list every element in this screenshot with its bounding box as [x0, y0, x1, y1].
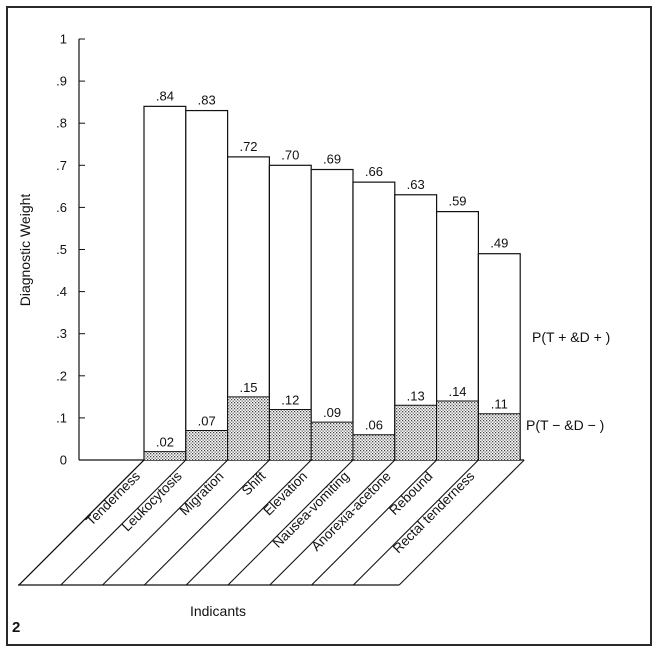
- y-tick-label: .7: [56, 158, 67, 173]
- legend-negative: P(T − &D − ): [526, 417, 604, 433]
- data-label-negative: .02: [156, 435, 174, 450]
- y-tick-label: .3: [56, 326, 67, 341]
- floor-divider: [18, 459, 145, 586]
- category-label: Rectal tenderness: [390, 468, 478, 556]
- data-labels-group: .84 .02 .83 .07 .72 .15 .70 .12 .69 .09 .66 .06 .63.…: [156, 88, 508, 449]
- floor-divider: [353, 459, 479, 586]
- y-axis: 0 .1 .2 .3 .4 .5 .6 .7 .8 .9 1: [56, 32, 85, 468]
- y-tick-label: 0: [60, 453, 67, 468]
- data-label-positive: .66: [365, 164, 383, 179]
- category-label: Nausea-vomiting: [270, 469, 352, 551]
- y-axis-title: Diagnostic Weight: [17, 194, 33, 307]
- data-label-negative: .09: [323, 405, 341, 420]
- data-label-negative: .15: [239, 380, 257, 395]
- bar-negative: [479, 413, 520, 460]
- data-label-negative: .13: [407, 388, 425, 403]
- floor-divider: [311, 459, 437, 586]
- data-label-positive: .59: [448, 194, 466, 209]
- data-label-negative: .12: [281, 392, 299, 407]
- bar-negative: [353, 434, 394, 460]
- data-label-negative: .11: [491, 397, 508, 412]
- y-tick-label: .8: [56, 116, 67, 131]
- bar-negative: [270, 409, 311, 460]
- floor-divider: [227, 459, 354, 586]
- floor-divider: [60, 459, 187, 586]
- y-tick-label: .6: [56, 200, 67, 215]
- y-tick-label: .9: [56, 74, 67, 89]
- data-label-positive: .63: [407, 177, 425, 192]
- data-label-positive: .69: [323, 152, 341, 167]
- y-tick-label: .4: [56, 284, 67, 299]
- x-axis-title: Indicants: [190, 603, 246, 619]
- bar-positive: [143, 105, 187, 461]
- bar-negative: [437, 401, 478, 460]
- data-label-positive: .72: [239, 139, 257, 154]
- data-label-positive: .84: [156, 88, 174, 103]
- floor-divider: [144, 459, 270, 586]
- data-label-negative: .14: [448, 384, 466, 399]
- data-label-positive: .83: [198, 93, 216, 108]
- y-tick-label: .1: [56, 410, 67, 425]
- bar-negative: [186, 430, 227, 460]
- bars-group: [143, 105, 521, 461]
- bar-negative: [228, 396, 269, 460]
- bar-positive: [185, 109, 229, 461]
- floor-divider: [102, 459, 228, 586]
- bar-negative: [312, 422, 353, 460]
- data-label-negative: .06: [365, 418, 383, 433]
- legend-positive: P(T + &D + ): [532, 329, 610, 345]
- bar-negative: [144, 451, 185, 460]
- bar-negative: [395, 405, 436, 460]
- data-label-positive: .70: [281, 147, 299, 162]
- figure-number: 2: [12, 619, 20, 636]
- category-label: Shift: [239, 468, 269, 498]
- floor-divider: [398, 459, 525, 586]
- y-tick-label: .2: [56, 368, 67, 383]
- y-tick-label: 1: [60, 32, 67, 47]
- category-label: Anorexia-acetone: [308, 469, 393, 554]
- floor-divider: [269, 459, 396, 586]
- y-tick-label: .5: [56, 242, 67, 257]
- data-label-negative: .07: [198, 414, 216, 429]
- data-label-positive: .49: [490, 236, 508, 251]
- floor-divider: [185, 459, 312, 586]
